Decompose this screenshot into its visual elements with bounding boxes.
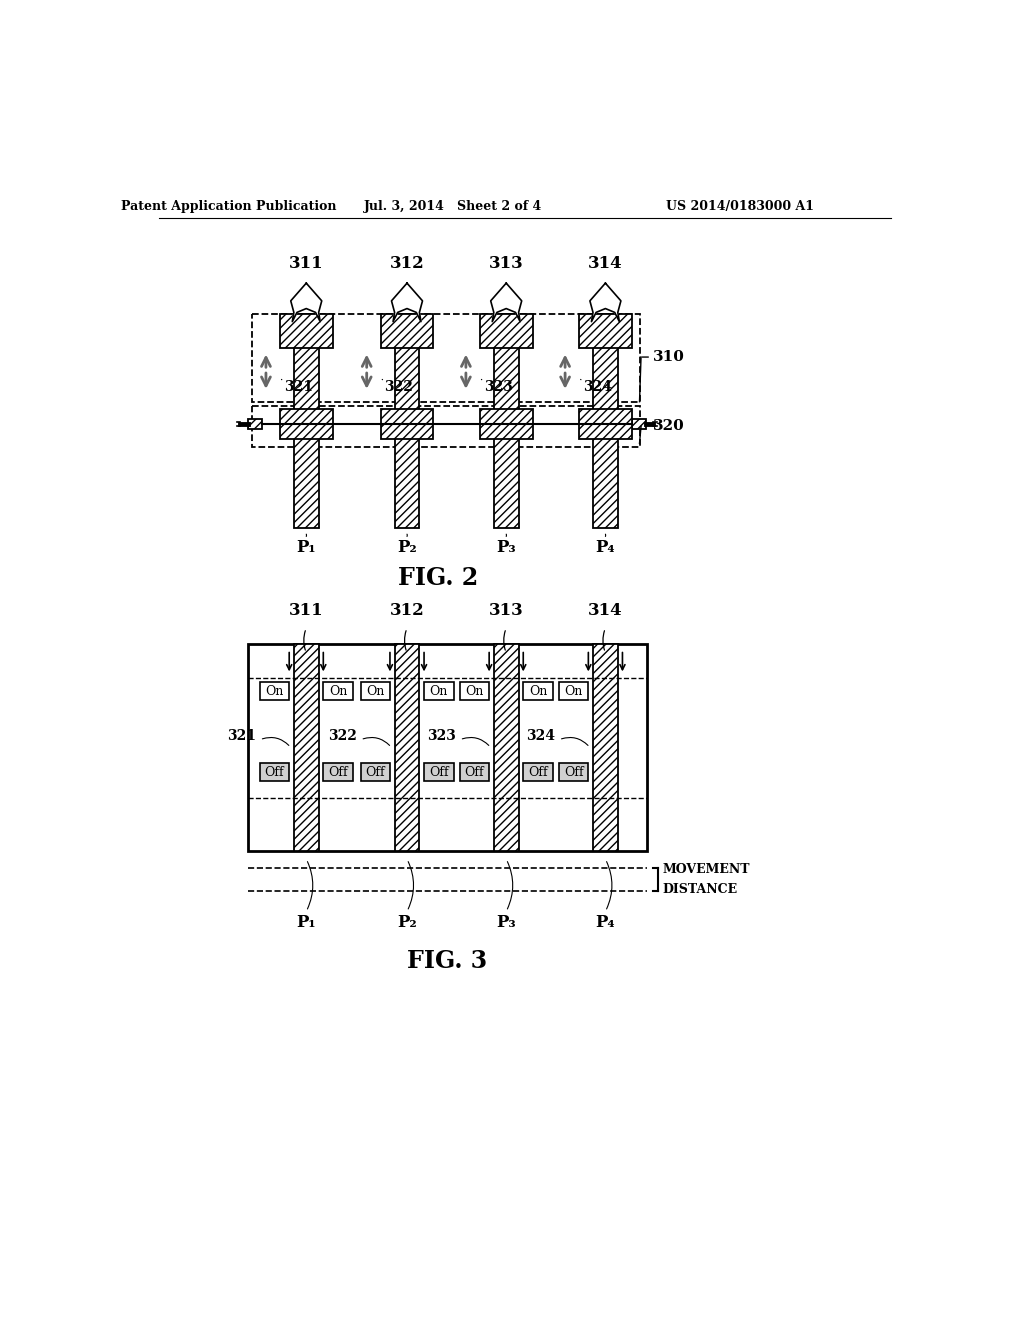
Text: P₁: P₁ — [296, 539, 316, 556]
Text: Patent Application Publication: Patent Application Publication — [121, 199, 337, 213]
Text: 313: 313 — [488, 602, 523, 619]
Polygon shape — [391, 284, 423, 322]
Text: On: On — [265, 685, 284, 698]
Text: P₃: P₃ — [497, 913, 516, 931]
Text: Off: Off — [329, 766, 348, 779]
Bar — [360, 763, 390, 781]
Bar — [480, 314, 532, 348]
Text: Off: Off — [429, 766, 449, 779]
Text: 313: 313 — [488, 255, 523, 272]
Bar — [579, 314, 632, 348]
Bar — [260, 682, 289, 701]
Text: 324: 324 — [526, 729, 555, 743]
Text: FIG. 3: FIG. 3 — [408, 949, 487, 973]
Bar — [559, 682, 589, 701]
Text: On: On — [564, 685, 583, 698]
Bar — [381, 409, 433, 440]
Text: P₃: P₃ — [497, 539, 516, 556]
Polygon shape — [590, 284, 621, 322]
Bar — [294, 314, 318, 528]
Text: 320: 320 — [652, 420, 684, 433]
Bar — [324, 763, 352, 781]
Bar — [632, 420, 646, 429]
Bar — [523, 763, 553, 781]
Bar — [280, 314, 333, 348]
Bar — [579, 409, 632, 440]
Text: P₄: P₄ — [596, 539, 615, 556]
Text: 322: 322 — [328, 729, 356, 743]
Text: Jul. 3, 2014   Sheet 2 of 4: Jul. 3, 2014 Sheet 2 of 4 — [365, 199, 543, 213]
Bar — [424, 763, 454, 781]
Bar — [593, 644, 617, 851]
Text: On: On — [465, 685, 483, 698]
Polygon shape — [291, 284, 322, 322]
Bar — [381, 314, 433, 348]
Text: 312: 312 — [389, 602, 424, 619]
Text: On: On — [366, 685, 384, 698]
Text: 324: 324 — [583, 380, 612, 395]
Text: DISTANCE: DISTANCE — [663, 883, 738, 896]
Text: Off: Off — [465, 766, 484, 779]
Text: 312: 312 — [389, 255, 424, 272]
Text: MOVEMENT: MOVEMENT — [663, 863, 751, 876]
Text: 323: 323 — [427, 729, 456, 743]
Text: On: On — [329, 685, 347, 698]
Text: Off: Off — [264, 766, 285, 779]
Bar — [559, 763, 589, 781]
Text: P₂: P₂ — [397, 913, 417, 931]
Bar — [294, 644, 318, 851]
Bar — [593, 314, 617, 528]
Text: P₂: P₂ — [397, 539, 417, 556]
Bar — [460, 763, 489, 781]
Bar — [523, 682, 553, 701]
Polygon shape — [490, 284, 521, 322]
Text: Off: Off — [366, 766, 385, 779]
Bar — [480, 409, 532, 440]
Bar — [494, 644, 518, 851]
Bar — [248, 420, 262, 429]
Text: 314: 314 — [588, 255, 623, 272]
Text: 321: 321 — [227, 729, 256, 743]
Bar — [494, 314, 518, 528]
Text: US 2014/0183000 A1: US 2014/0183000 A1 — [667, 199, 814, 213]
Bar — [252, 407, 640, 447]
Text: P₁: P₁ — [296, 913, 316, 931]
Bar — [360, 682, 390, 701]
Bar — [460, 682, 489, 701]
Text: 310: 310 — [652, 350, 685, 364]
Text: 321: 321 — [284, 380, 312, 395]
Bar — [424, 682, 454, 701]
Text: 323: 323 — [483, 380, 513, 395]
Text: Off: Off — [564, 766, 584, 779]
Text: FIG. 2: FIG. 2 — [398, 566, 478, 590]
Bar — [280, 409, 333, 440]
Text: On: On — [528, 685, 547, 698]
Bar — [394, 644, 420, 851]
Text: 311: 311 — [289, 255, 324, 272]
Text: P₄: P₄ — [596, 913, 615, 931]
Bar — [324, 682, 352, 701]
Bar — [394, 314, 420, 528]
Text: On: On — [430, 685, 447, 698]
Text: 314: 314 — [588, 602, 623, 619]
Text: Off: Off — [528, 766, 548, 779]
Bar — [248, 644, 647, 851]
Bar — [252, 314, 640, 401]
Text: 311: 311 — [289, 602, 324, 619]
Text: 322: 322 — [385, 380, 414, 395]
Bar — [260, 763, 289, 781]
